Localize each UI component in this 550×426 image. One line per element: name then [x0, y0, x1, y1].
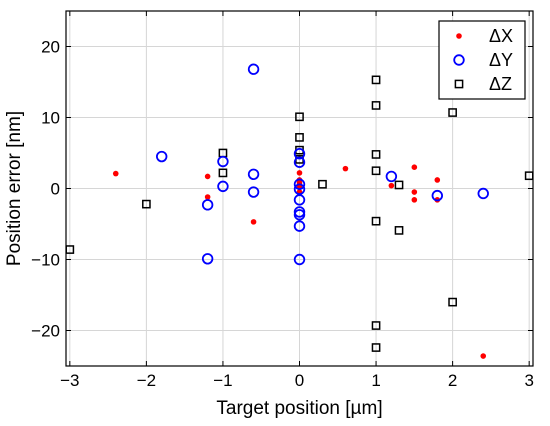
data-point	[477, 187, 489, 200]
data-point	[295, 133, 304, 142]
data-point	[388, 182, 395, 189]
x-tick-label: 2	[448, 371, 457, 390]
data-point	[371, 166, 381, 176]
data-point	[448, 108, 457, 117]
data-point	[371, 343, 381, 352]
x-tick-label: 0	[295, 371, 304, 390]
data-point	[318, 179, 327, 189]
data-point	[431, 189, 444, 202]
axis-ticks	[66, 11, 533, 366]
data-point	[217, 180, 229, 193]
data-point	[204, 194, 211, 200]
data-point	[411, 164, 418, 170]
data-point	[411, 189, 418, 195]
x-tick-label: 1	[371, 371, 380, 390]
data-point	[293, 253, 306, 266]
data-point	[247, 168, 260, 181]
data-point	[411, 197, 418, 203]
data-point	[293, 183, 306, 195]
data-point	[293, 178, 306, 190]
y-tick-label: 0	[51, 180, 60, 199]
data-point	[371, 321, 381, 330]
data-point	[247, 63, 260, 75]
x-tick-label: −2	[137, 371, 156, 390]
data-point	[250, 219, 257, 225]
x-tick-label: −3	[60, 371, 79, 390]
data-point	[201, 199, 214, 211]
y-tick-label: −10	[31, 251, 60, 270]
x-axis-label: Target position [µm]	[216, 398, 382, 419]
data-point	[385, 170, 398, 183]
data-point	[371, 216, 381, 226]
data-point	[142, 199, 151, 209]
data-point	[394, 226, 404, 235]
x-tick-label: −1	[213, 371, 232, 390]
legend-marker	[453, 54, 465, 66]
series-2	[65, 75, 534, 352]
data-point	[293, 220, 306, 232]
data-point	[394, 180, 404, 190]
series-1	[155, 63, 489, 266]
data-point	[247, 186, 260, 198]
legend-label: ΔY	[489, 50, 513, 70]
data-point	[448, 297, 457, 307]
data-points	[65, 63, 534, 359]
data-point	[371, 150, 381, 159]
data-point	[371, 75, 381, 85]
legend-items: ΔX ΔY ΔZ	[453, 26, 513, 94]
data-point	[293, 148, 306, 160]
data-point	[201, 253, 214, 265]
data-point	[204, 173, 211, 180]
data-point	[295, 112, 304, 122]
y-tick-label: −20	[31, 322, 60, 341]
data-point	[293, 194, 306, 206]
legend-label: ΔZ	[489, 74, 512, 94]
data-point	[217, 155, 229, 168]
series-0	[112, 164, 487, 359]
y-tick-label: 20	[41, 38, 60, 57]
legend-marker	[456, 33, 462, 39]
legend-label: ΔX	[489, 26, 513, 46]
data-point	[480, 353, 487, 359]
data-point	[293, 156, 306, 168]
data-point	[155, 150, 168, 163]
data-point	[218, 168, 228, 178]
data-point	[342, 165, 349, 172]
legend-marker	[454, 79, 464, 89]
data-point	[434, 177, 441, 183]
data-point	[112, 170, 119, 177]
x-tick-label: 3	[524, 371, 533, 390]
data-point	[371, 101, 381, 110]
y-tick-label: 10	[41, 109, 60, 128]
data-point	[293, 209, 306, 221]
y-axis-label: Position error [nm]	[4, 111, 25, 266]
data-point	[296, 170, 303, 176]
legend: ΔX ΔY ΔZ	[438, 20, 526, 100]
